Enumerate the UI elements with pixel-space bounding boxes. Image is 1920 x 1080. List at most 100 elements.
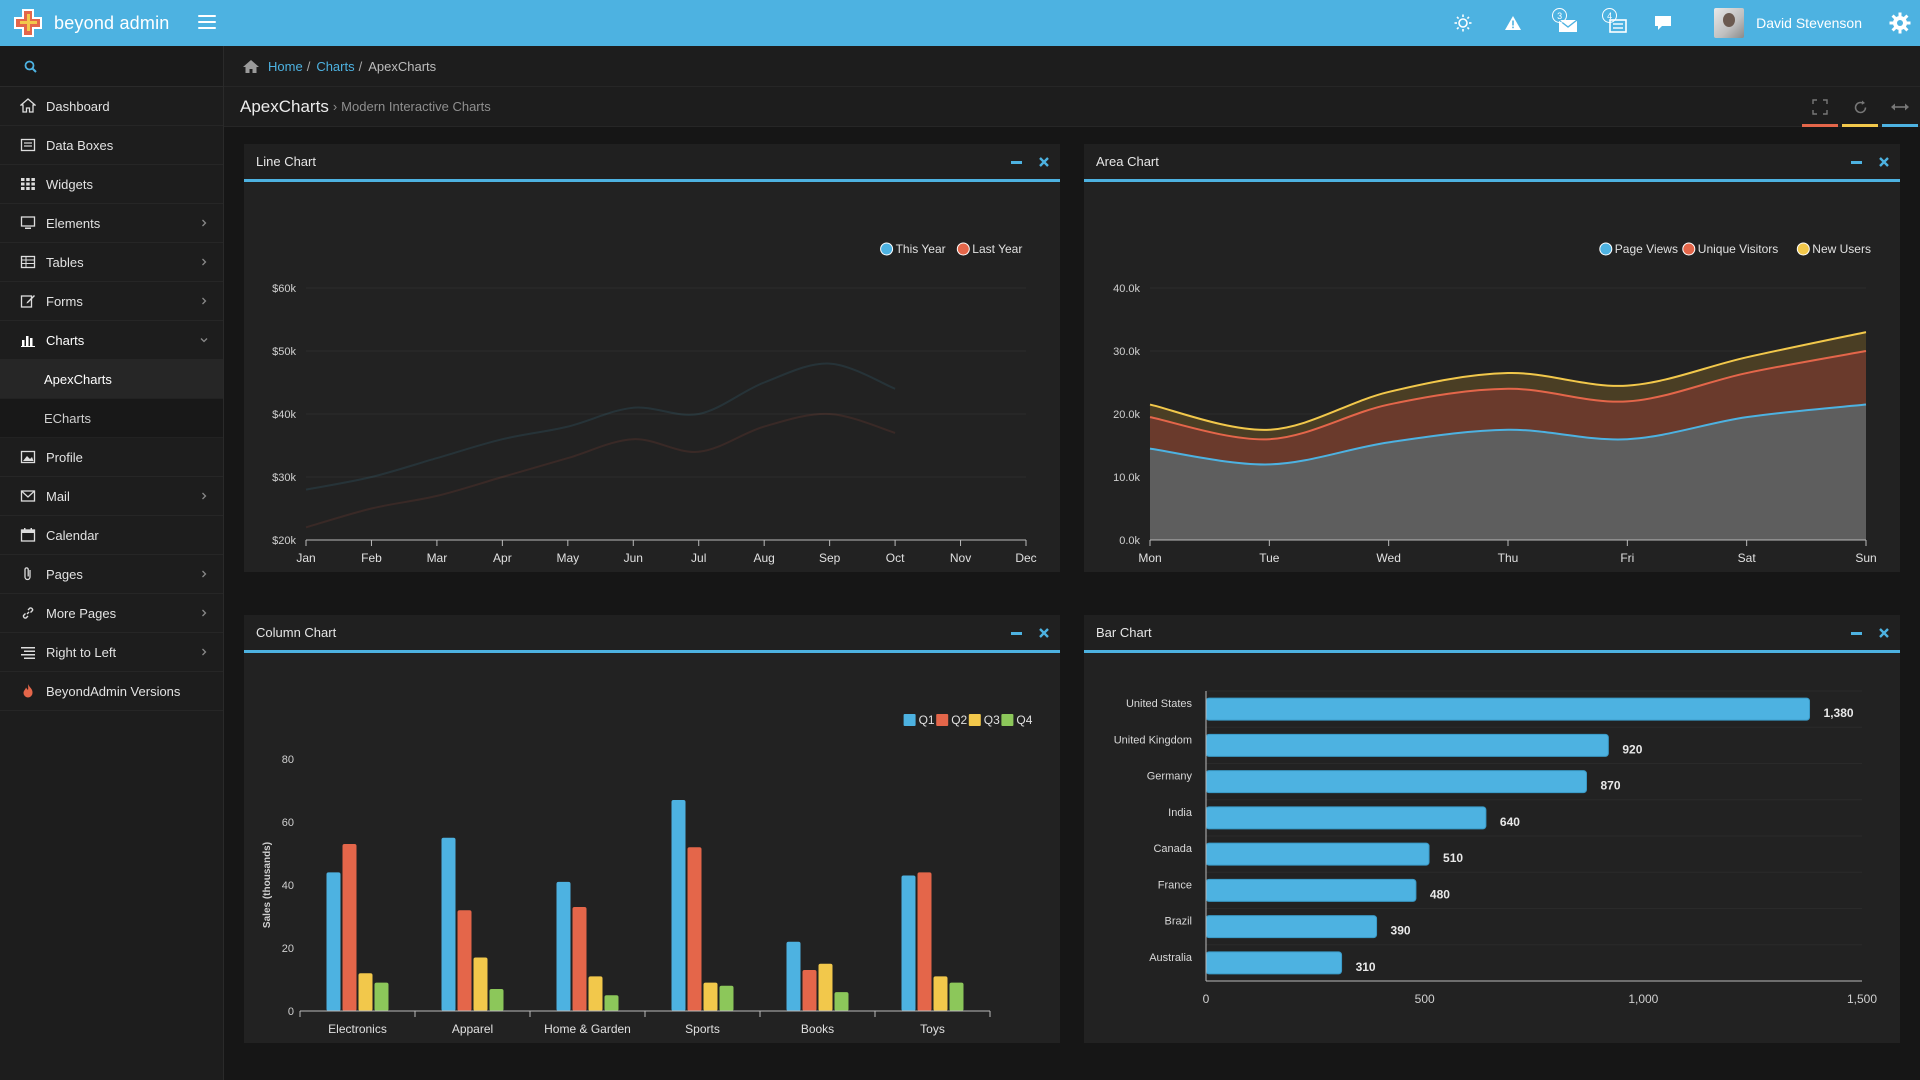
sidebar-item-tables[interactable]: Tables [0,243,223,282]
close-icon [1879,628,1889,638]
x-tick-label: Wed [1376,551,1400,565]
legend-marker [936,714,949,726]
bar-q1-toys [901,875,916,1011]
chevron-right-icon [199,216,209,231]
sidebar-item-elements[interactable]: Elements [0,204,223,243]
sidebar-item-more-pages[interactable]: More Pages [0,594,223,633]
bar-q1-sports [671,799,686,1011]
close-button[interactable] [1038,627,1050,639]
sidebar-item-label: More Pages [46,605,117,621]
page-header: ApexCharts › Modern Interactive Charts [224,87,1920,127]
envelope-icon [20,488,36,504]
minimize-button[interactable] [1850,156,1862,168]
bar-united-states [1205,697,1811,721]
minimize-button[interactable] [1010,156,1022,168]
sidebar-search[interactable] [0,46,223,87]
grid-icon [20,176,36,192]
widget-header: Column Chart [244,615,1060,653]
warning-icon[interactable] [1488,0,1538,46]
sidebar-toggle-button[interactable] [196,11,218,33]
settings-button[interactable] [1880,0,1920,46]
legend-label: Q4 [1016,713,1032,727]
y-tick-label: 10.0k [1113,472,1140,484]
mail-notification-button[interactable]: 3 [1538,0,1588,46]
bar-q3-sports [703,982,718,1011]
sidebar-item-label: Calendar [46,527,99,543]
sidebar-item-pages[interactable]: Pages [0,555,223,594]
x-tick-label: Electronics [328,1022,387,1036]
user-menu[interactable]: David Stevenson [1688,0,1880,46]
align-right-icon [20,644,36,660]
series-line-new-users [1149,331,1867,431]
legend-marker [968,714,981,726]
minimize-button[interactable] [1010,627,1022,639]
sidebar-item-calendar[interactable]: Calendar [0,516,223,555]
sidebar-item-forms[interactable]: Forms [0,282,223,321]
sidebar-item-beyondadmin-versions[interactable]: BeyondAdmin Versions [0,672,223,711]
close-button[interactable] [1878,156,1890,168]
sidebar-item-dashboard[interactable]: Dashboard [0,87,223,126]
y-tick-label: 40.0k [1113,283,1140,295]
logo[interactable]: beyond admin [0,8,200,38]
bar-q3-toys [933,976,948,1011]
sidebar-item-widgets[interactable]: Widgets [0,165,223,204]
x-tick-label: Apparel [452,1022,493,1036]
sidebar-item-mail[interactable]: Mail [0,477,223,516]
bar-q3-apparel [473,957,488,1011]
category-label: United States [1126,698,1193,710]
collapse-width-button[interactable] [1880,87,1920,127]
close-button[interactable] [1878,627,1890,639]
sidebar-item-right-to-left[interactable]: Right to Left [0,633,223,672]
bar-q4-toys [949,982,964,1011]
sidebar-item-label: Charts [46,332,85,348]
bar-q4-home-garden [604,995,619,1011]
widget-title: Column Chart [256,625,337,640]
x-tick-label: Home & Garden [544,1022,631,1036]
home-icon[interactable] [242,59,260,74]
category-label: Brazil [1164,916,1192,928]
series-area-page-views [1150,404,1866,540]
refresh-button[interactable] [1840,87,1880,127]
breadcrumb-charts[interactable]: Charts [316,58,355,74]
y-tick-label: 80 [282,754,294,766]
tasks-badge: 4 [1602,8,1618,23]
chevron-right-icon [199,567,209,582]
sidebar-menu: Dashboard Data Boxes Widgets Elements Tables… [0,87,223,711]
tasks-notification-button[interactable]: 4 [1588,0,1638,46]
category-label: Germany [1147,771,1193,783]
navbar-right: 3 4 David Stevenson [1438,0,1920,46]
fullscreen-button[interactable] [1800,87,1840,127]
y-tick-label: 30.0k [1113,346,1140,358]
sun-icon[interactable] [1438,0,1488,46]
close-icon [1879,157,1889,167]
sidebar-subitem-echarts[interactable]: ECharts [0,399,223,438]
x-tick-label: Dec [1015,551,1036,565]
sidebar-item-label: ECharts [44,410,91,426]
x-tick-label: 1,000 [1628,992,1658,1006]
chat-icon[interactable] [1638,0,1688,46]
monitor-icon [20,215,36,231]
sidebar-subitem-apexcharts[interactable]: ApexCharts [0,360,223,399]
category-label: United Kingdom [1114,734,1192,746]
widget-header: Line Chart [244,144,1060,182]
legend-marker [1001,714,1014,726]
sidebar-item-charts[interactable]: Charts [0,321,223,360]
widget-title: Line Chart [256,154,316,169]
category-label: Canada [1153,843,1192,855]
sidebar-item-profile[interactable]: Profile [0,438,223,477]
y-tick-label: $60k [272,283,296,295]
paperclip-icon [20,566,36,582]
bar-q3-home-garden [588,976,603,1011]
minimize-button[interactable] [1850,627,1862,639]
breadcrumb-home[interactable]: Home [268,58,303,74]
mail-badge: 3 [1552,8,1568,23]
legend-label: Last Year [972,242,1022,256]
widget-title: Area Chart [1096,154,1159,169]
legend-label: Unique Visitors [1698,242,1778,256]
x-tick-label: Sports [685,1022,720,1036]
table-icon [20,254,36,270]
close-button[interactable] [1038,156,1050,168]
x-tick-label: Feb [361,551,382,565]
x-tick-label: May [556,551,579,565]
sidebar-item-data-boxes[interactable]: Data Boxes [0,126,223,165]
